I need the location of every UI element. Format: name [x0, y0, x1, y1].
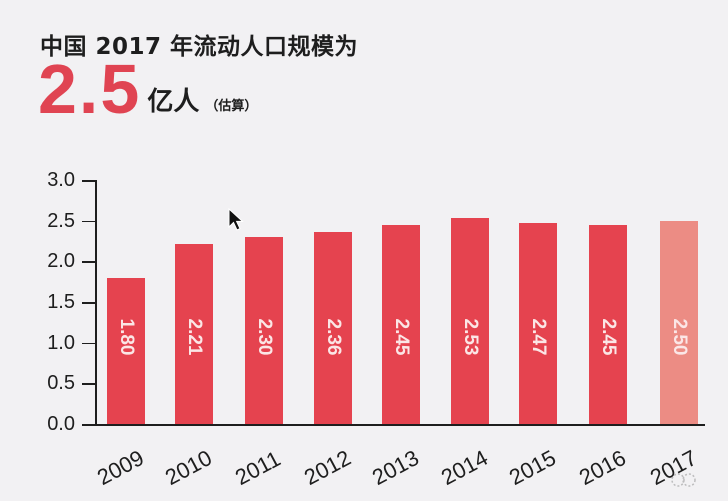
- mouse-cursor-icon: [228, 208, 244, 231]
- bar-2014: 2.53: [451, 218, 489, 424]
- x-tick-label: 2012: [300, 445, 355, 491]
- x-axis: [82, 424, 705, 426]
- bar-value-label: 2.50: [669, 318, 690, 356]
- x-tick-label: 2009: [93, 445, 148, 491]
- headline-number: 2.5: [38, 50, 142, 128]
- y-tick-label: 0.5: [47, 372, 75, 395]
- y-tick-label: 2.5: [47, 209, 75, 232]
- x-tick-label: 2010: [161, 445, 216, 491]
- bar-value-label: 2.21: [184, 318, 205, 356]
- bar-value-label: 2.53: [460, 318, 481, 356]
- x-tick-label: 2014: [437, 445, 492, 491]
- y-axis: [95, 180, 97, 425]
- bar-2010: 2.21: [175, 244, 213, 424]
- x-tick-label: 2015: [505, 445, 560, 491]
- bar-value-label: 2.47: [528, 318, 549, 356]
- y-tick: [82, 220, 95, 223]
- y-tick: [82, 302, 95, 304]
- y-tick-label: 0.0: [47, 413, 75, 435]
- bar-value-label: 2.30: [254, 318, 275, 356]
- bar-2013: 2.45: [382, 224, 420, 424]
- bar-value-label: 2.45: [598, 318, 619, 356]
- y-tick-label: 1.0: [47, 331, 75, 354]
- bar-2012: 2.36: [314, 232, 352, 424]
- watermark-icon: [671, 473, 696, 487]
- y-tick: [82, 342, 95, 345]
- bar-2016: 2.45: [589, 224, 627, 424]
- y-tick: [82, 180, 95, 182]
- y-tick: [82, 261, 95, 263]
- bar-value-label: 2.36: [323, 318, 344, 356]
- bar-2017: 2.50: [660, 220, 698, 424]
- x-tick-label: 2011: [231, 445, 285, 491]
- bar-2011: 2.30: [245, 236, 283, 424]
- y-tick-label: 1.5: [47, 291, 75, 313]
- bar-2015: 2.47: [519, 223, 557, 424]
- y-tick: [82, 424, 95, 426]
- bar-2009: 1.80: [107, 277, 145, 424]
- y-tick: [82, 383, 95, 385]
- bar-value-label: 2.45: [391, 318, 412, 356]
- estimate-note: （估算）: [205, 99, 258, 114]
- y-tick-label: 2.0: [47, 250, 75, 273]
- x-tick-label: 2013: [368, 445, 423, 491]
- y-tick-label: 3.0: [47, 169, 75, 191]
- x-tick-label: 2016: [575, 445, 630, 491]
- headline: 2.5 亿人 （估算）: [38, 50, 258, 128]
- chart-title: 中国 2017 年流动人口规模为: [40, 34, 359, 60]
- headline-unit: 亿人: [147, 87, 200, 117]
- bar-value-label: 1.80: [116, 318, 137, 356]
